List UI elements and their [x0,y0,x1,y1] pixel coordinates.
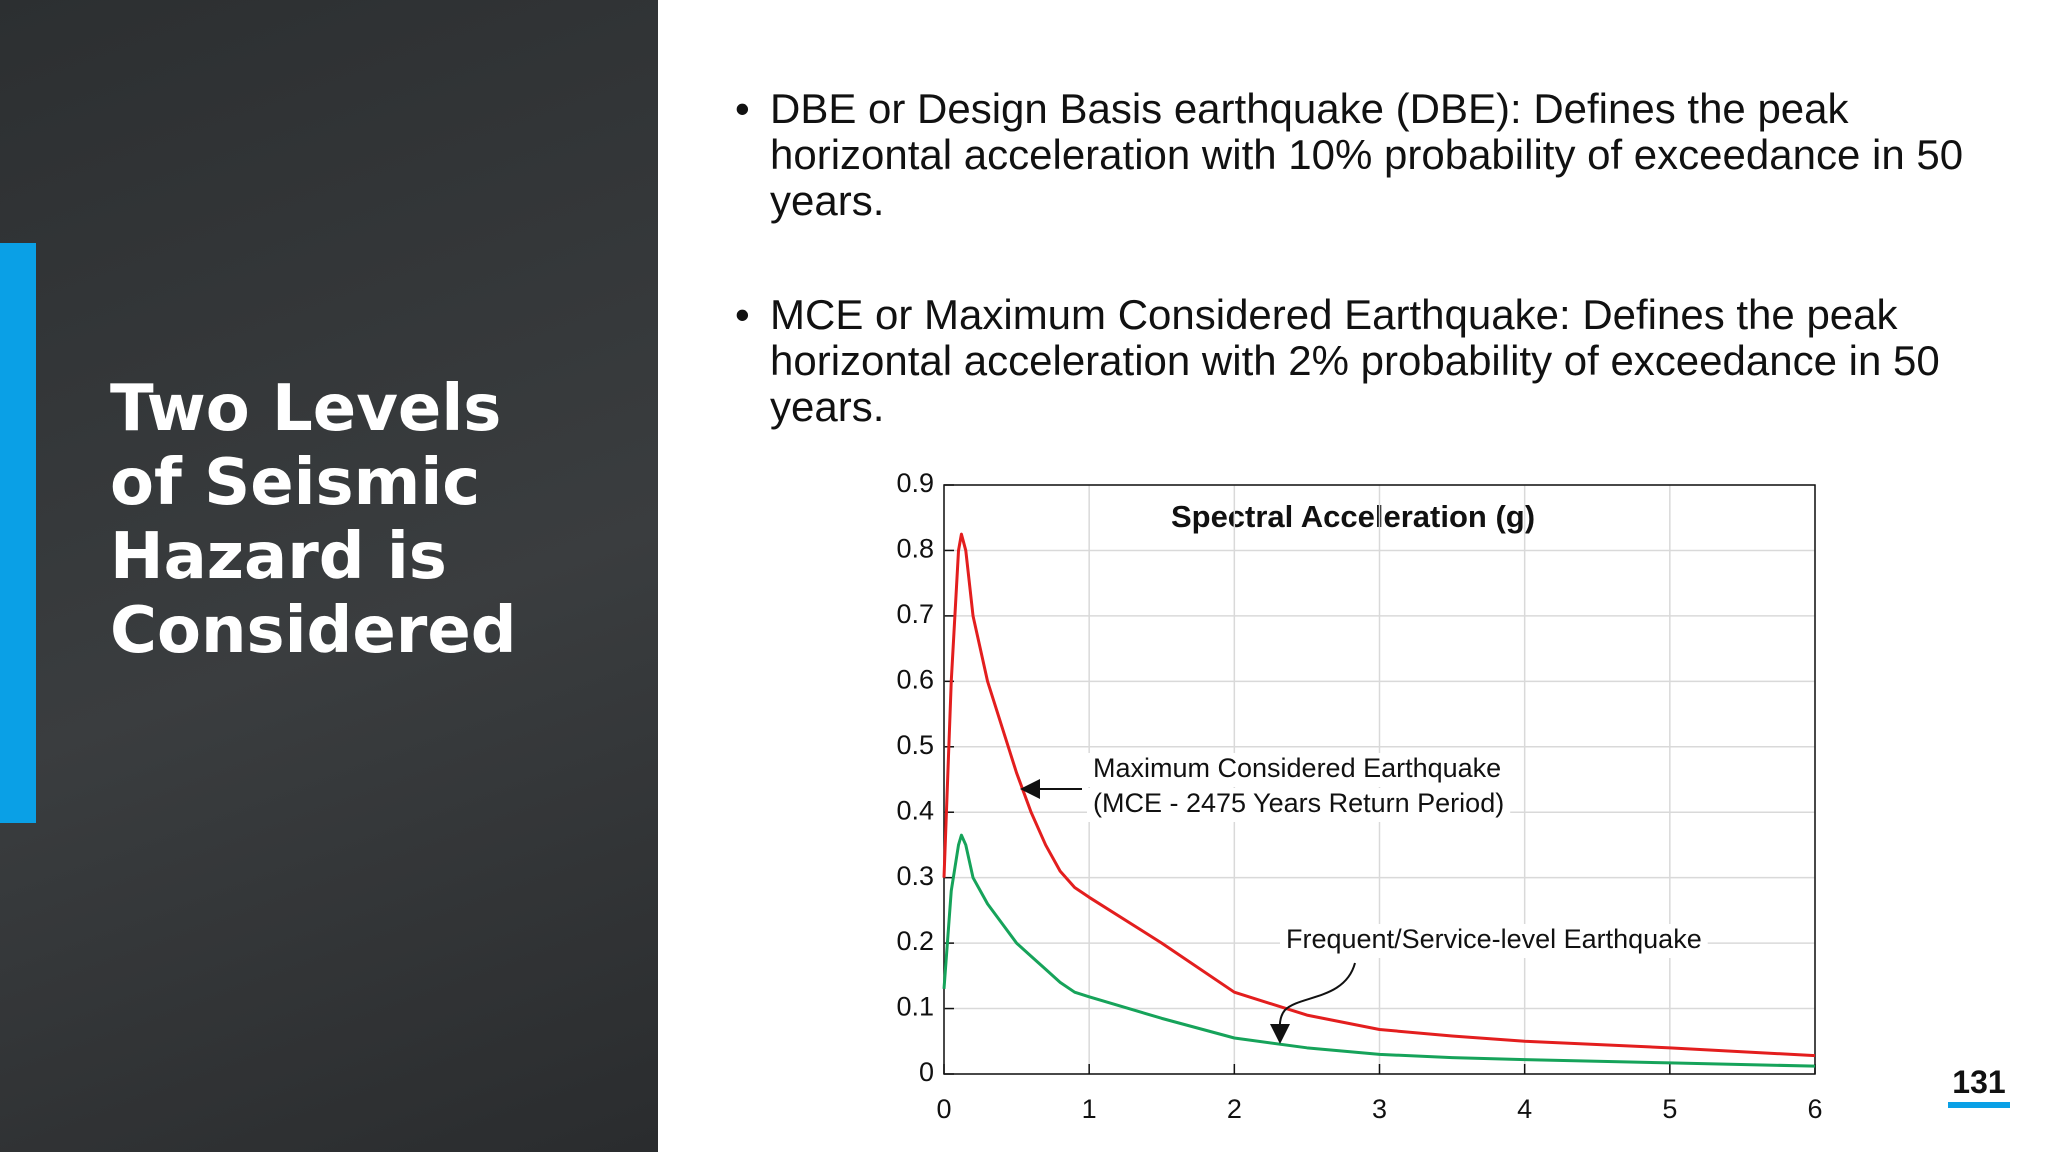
y-tick-label: 0.4 [896,795,934,825]
x-tick-label: 6 [1807,1094,1822,1124]
annotation-bg [1087,753,1508,787]
series-line [942,833,1816,1068]
y-tick-label: 0.3 [896,861,934,891]
annotation: (MCE - 2475 Years Return Period) [1093,788,1504,818]
bullet: DBE or Design Basis earthquake (DBE): De… [735,86,1965,224]
side-panel [0,0,658,1152]
y-tick-label: 0.6 [896,664,934,694]
y-tick-label: 0.8 [896,534,934,564]
y-tick-label: 0.9 [896,468,934,498]
x-tick-label: 5 [1662,1094,1677,1124]
annotation-bg [1280,924,1708,958]
y-tick-label: 0.1 [896,992,934,1022]
plot-frame [943,484,1816,1075]
x-tick-label: 4 [1517,1094,1532,1124]
bullet-list: DBE or Design Basis earthquake (DBE): De… [735,86,1965,498]
bullet: MCE or Maximum Considered Earthquake: De… [735,292,1965,430]
x-tick-label: 2 [1227,1094,1242,1124]
x-tick-label: 1 [1082,1094,1097,1124]
annotation: Maximum Considered Earthquake [1093,753,1501,783]
x-tick-label: 0 [936,1094,951,1124]
y-tick-label: 0 [919,1057,934,1087]
y-tick-label: 0.2 [896,926,934,956]
page-number-underline [1948,1102,2010,1108]
chart-title: Spectral Acceleration (g) [1171,499,1535,534]
x-tick-label: 3 [1372,1094,1387,1124]
y-tick-label: 0.5 [896,730,934,760]
slide-title: Two Levels of Seismic Hazard is Consider… [110,372,517,668]
series-line [942,532,1816,1058]
accent-bar [0,243,36,823]
page-number: 131 [1952,1064,2006,1100]
annotation: Frequent/Service-level Earthquake [1286,924,1702,954]
annotation-arrow [1269,962,1356,1044]
y-tick-label: 0.7 [896,599,934,629]
annotation-bg [1087,788,1511,822]
